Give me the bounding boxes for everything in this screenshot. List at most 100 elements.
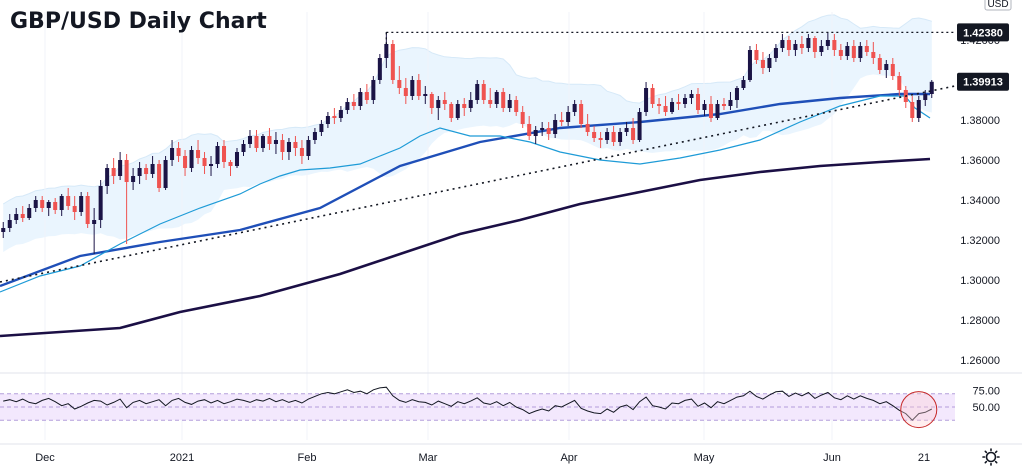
candle [416, 74, 421, 100]
candle [553, 114, 558, 138]
candle [644, 82, 649, 116]
price-tick-label: 1.34000 [960, 195, 1000, 207]
candle [429, 92, 434, 114]
candle [540, 122, 545, 136]
candle [533, 126, 538, 144]
moving-average-fast-line [0, 95, 931, 293]
candle [468, 92, 473, 112]
candle [183, 150, 188, 176]
candle [760, 52, 765, 74]
candle [338, 106, 343, 122]
candle [559, 112, 564, 126]
candle [40, 196, 45, 212]
candle [799, 36, 804, 54]
candle [131, 168, 136, 190]
candle [780, 34, 785, 52]
candle [851, 40, 856, 62]
candle [728, 92, 733, 110]
candle [92, 208, 97, 254]
candle [410, 76, 415, 100]
time-tick-label: 2021 [170, 452, 194, 464]
candle [838, 44, 843, 60]
candle [105, 164, 110, 194]
candle [209, 156, 214, 176]
candle [163, 156, 168, 190]
candle [916, 96, 921, 122]
price-tick-label: 1.36000 [960, 155, 1000, 167]
candle [312, 128, 317, 144]
candle [397, 66, 402, 94]
last-price-badge: 1.39913 [957, 72, 1009, 91]
candle [650, 84, 655, 108]
price-tick-label: 1.32000 [960, 235, 1000, 247]
candle [46, 200, 51, 216]
candle [786, 36, 791, 56]
candle [819, 40, 824, 56]
time-tick-label: Jun [823, 452, 841, 464]
candle [637, 108, 642, 142]
candle [254, 130, 259, 152]
currency-label: USD [987, 0, 1008, 10]
candle [364, 84, 369, 104]
candle [481, 80, 486, 104]
candle [273, 132, 278, 154]
time-tick-label: Dec [35, 452, 55, 464]
candle [929, 80, 934, 98]
candle [176, 142, 181, 162]
candle [66, 188, 71, 210]
candle [72, 196, 77, 220]
candle [111, 158, 116, 184]
candle [325, 112, 330, 128]
time-axis: Dec 2021 Feb Mar Apr May Jun 21 [0, 443, 1022, 464]
candle [663, 96, 668, 116]
candle [670, 98, 675, 114]
candle [708, 96, 714, 122]
candle [222, 140, 227, 168]
candle [306, 136, 311, 160]
candle [228, 160, 233, 176]
candle [897, 72, 902, 96]
candle [734, 86, 739, 108]
candle [403, 78, 408, 104]
candle [27, 204, 32, 220]
moving-average-slow-line [0, 157, 931, 338]
candle [598, 132, 603, 148]
candle [676, 94, 681, 110]
time-tick-label: Apr [560, 452, 577, 464]
price-tick-label: 1.38000 [960, 115, 1000, 127]
candle [683, 94, 688, 108]
candle [358, 88, 363, 110]
candle [910, 96, 915, 122]
candle [299, 140, 304, 164]
settings-icon[interactable] [982, 448, 1000, 466]
candle [98, 180, 103, 228]
time-tick-label: 21 [918, 452, 930, 464]
candle [267, 128, 272, 150]
candle [702, 100, 707, 116]
candle [527, 116, 532, 140]
candle [118, 152, 123, 180]
candle [721, 98, 726, 110]
price-tick-label: 1.28000 [960, 315, 1000, 327]
bollinger-band-fill [3, 14, 932, 253]
candle [247, 130, 252, 148]
candle [53, 198, 58, 214]
candle [741, 76, 746, 90]
candle [423, 86, 428, 104]
candle [715, 100, 720, 120]
candle [832, 34, 837, 56]
moving-averages [0, 92, 931, 338]
rsi-highlight-circle [900, 391, 938, 429]
candle [890, 58, 895, 80]
candle [1, 222, 6, 238]
candle [592, 126, 597, 142]
candle [202, 152, 207, 174]
candle [812, 36, 817, 58]
candle [514, 96, 519, 116]
candle [390, 40, 395, 84]
candle [494, 90, 499, 108]
candle [689, 90, 694, 104]
candle [157, 160, 162, 192]
candle [488, 88, 493, 108]
